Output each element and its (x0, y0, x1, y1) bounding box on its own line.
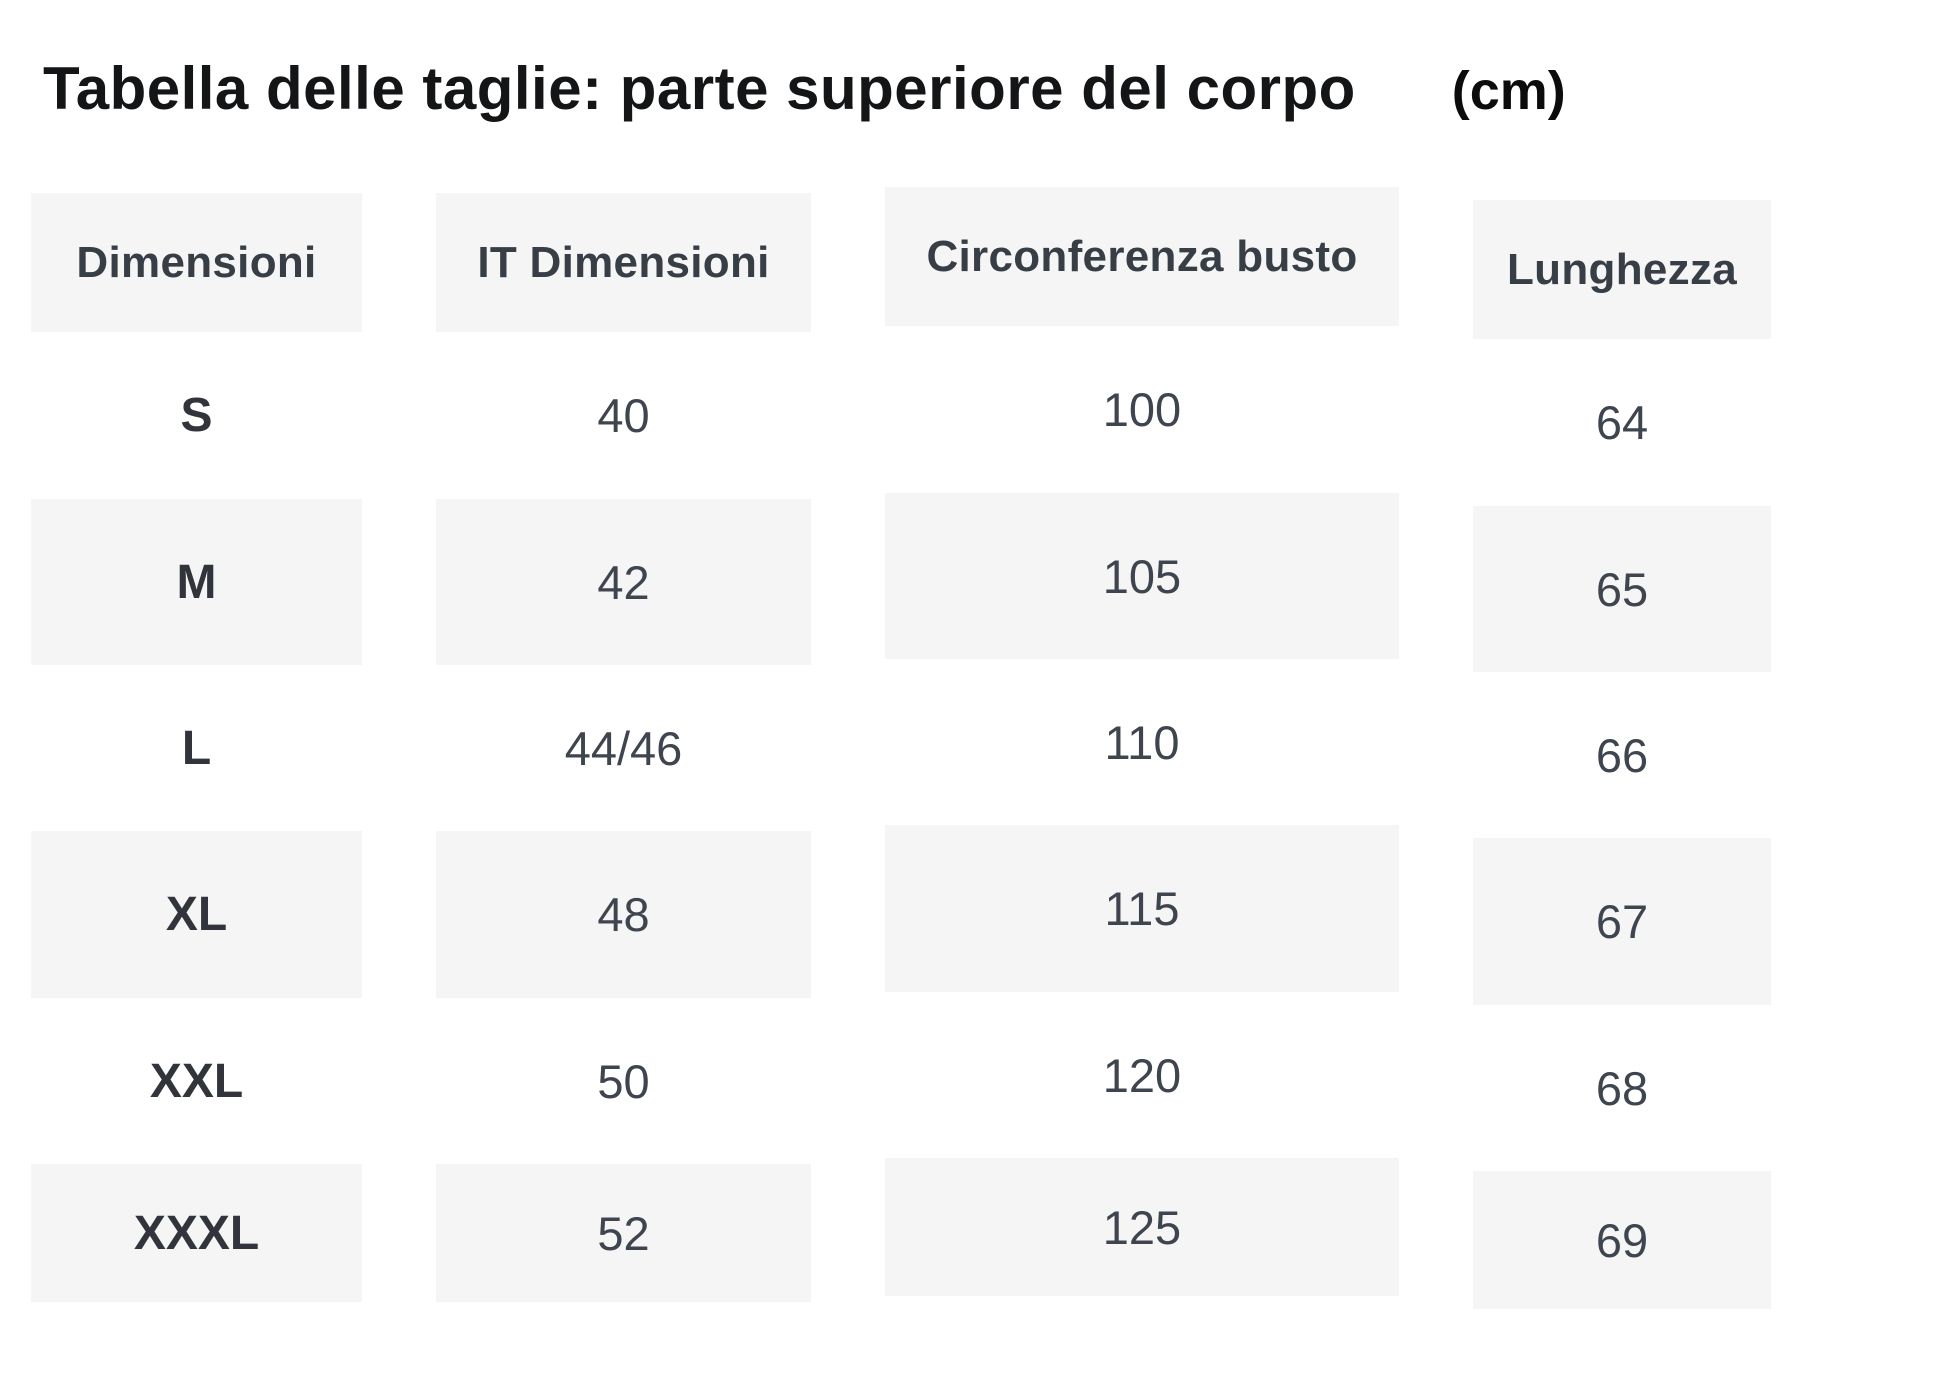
size-table: Dimensioni IT Dimensioni Circonferenza b… (31, 187, 1771, 1309)
row-m-length: 65 (1473, 506, 1771, 672)
page-title: Tabella delle taglie: parte superiore de… (0, 0, 1946, 124)
row-s-bust: 100 (1102, 383, 1182, 436)
row-l-it-size: 44/46 (564, 721, 683, 775)
column-header-lunghezza: Lunghezza (1473, 200, 1771, 339)
row-s-it-size: 40 (597, 389, 650, 442)
column-header-circonferenza-busto: Circonferenza busto (885, 187, 1399, 326)
row-xxxl-size-label: XXXL (31, 1164, 362, 1302)
row-xl-length: 67 (1473, 838, 1771, 1005)
row-l-length: 66 (1595, 728, 1649, 782)
row-xxl-bust: 120 (1102, 1048, 1182, 1102)
row-xl-bust: 115 (885, 825, 1399, 992)
row-s-length: 64 (1595, 396, 1649, 449)
row-xxl-size-label: XXL (149, 1054, 244, 1108)
row-xxxl-it-size: 52 (436, 1164, 811, 1302)
title-text: Tabella delle taglie: parte superiore de… (43, 55, 1356, 122)
unit-label: (cm) (1451, 61, 1566, 121)
row-xxl-length: 68 (1595, 1061, 1649, 1115)
row-m-it-size: 42 (436, 499, 811, 665)
row-l-bust: 110 (1104, 715, 1180, 769)
row-xl-size-label: XL (31, 831, 362, 998)
row-xxl-it-size: 50 (597, 1054, 650, 1108)
column-header-dimensioni: Dimensioni (31, 193, 362, 332)
row-m-size-label: M (31, 499, 362, 665)
row-xxxl-length: 69 (1473, 1171, 1771, 1309)
row-m-bust: 105 (885, 493, 1399, 659)
column-header-it-dimensioni: IT Dimensioni (436, 193, 811, 332)
row-s-size-label: S (180, 389, 213, 442)
row-l-size-label: L (181, 721, 212, 775)
row-xl-it-size: 48 (436, 831, 811, 998)
row-xxxl-bust: 125 (885, 1158, 1399, 1296)
